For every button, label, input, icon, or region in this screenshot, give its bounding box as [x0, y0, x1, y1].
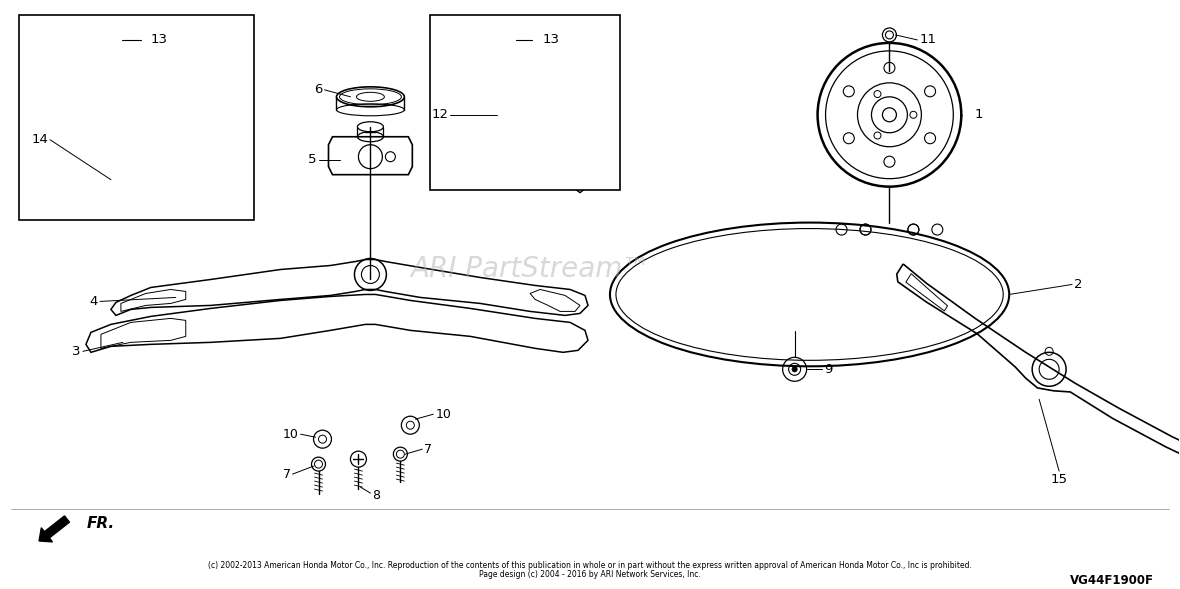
Text: 11: 11	[919, 34, 937, 47]
Text: 2: 2	[1074, 278, 1082, 291]
Text: 6: 6	[314, 83, 322, 97]
Text: ARI PartStream™: ARI PartStream™	[411, 256, 650, 283]
Text: 9: 9	[825, 363, 833, 376]
Text: 13: 13	[542, 34, 559, 47]
Text: 4: 4	[90, 295, 98, 308]
Text: 1: 1	[975, 108, 983, 121]
Text: 10: 10	[435, 408, 451, 421]
Text: 14: 14	[31, 133, 48, 146]
Bar	[19, 15, 254, 220]
Text: 15: 15	[1050, 472, 1068, 485]
Text: 7: 7	[425, 443, 432, 456]
Text: 7: 7	[282, 468, 290, 481]
FancyArrow shape	[39, 516, 70, 542]
Text: 8: 8	[373, 488, 380, 502]
Text: VG44F1900F: VG44F1900F	[1070, 574, 1154, 587]
Circle shape	[792, 367, 798, 372]
Text: 12: 12	[431, 108, 448, 121]
Text: Page design (c) 2004 - 2016 by ARI Network Services, Inc.: Page design (c) 2004 - 2016 by ARI Netwo…	[479, 570, 701, 580]
Text: 10: 10	[283, 428, 299, 441]
Text: (c) 2002-2013 American Honda Motor Co., Inc. Reproduction of the contents of thi: (c) 2002-2013 American Honda Motor Co., …	[208, 561, 972, 570]
Text: 3: 3	[72, 345, 81, 358]
Text: 5: 5	[308, 153, 316, 166]
Bar	[431, 15, 620, 190]
Text: FR.: FR.	[87, 515, 116, 531]
Text: 13: 13	[151, 34, 168, 47]
